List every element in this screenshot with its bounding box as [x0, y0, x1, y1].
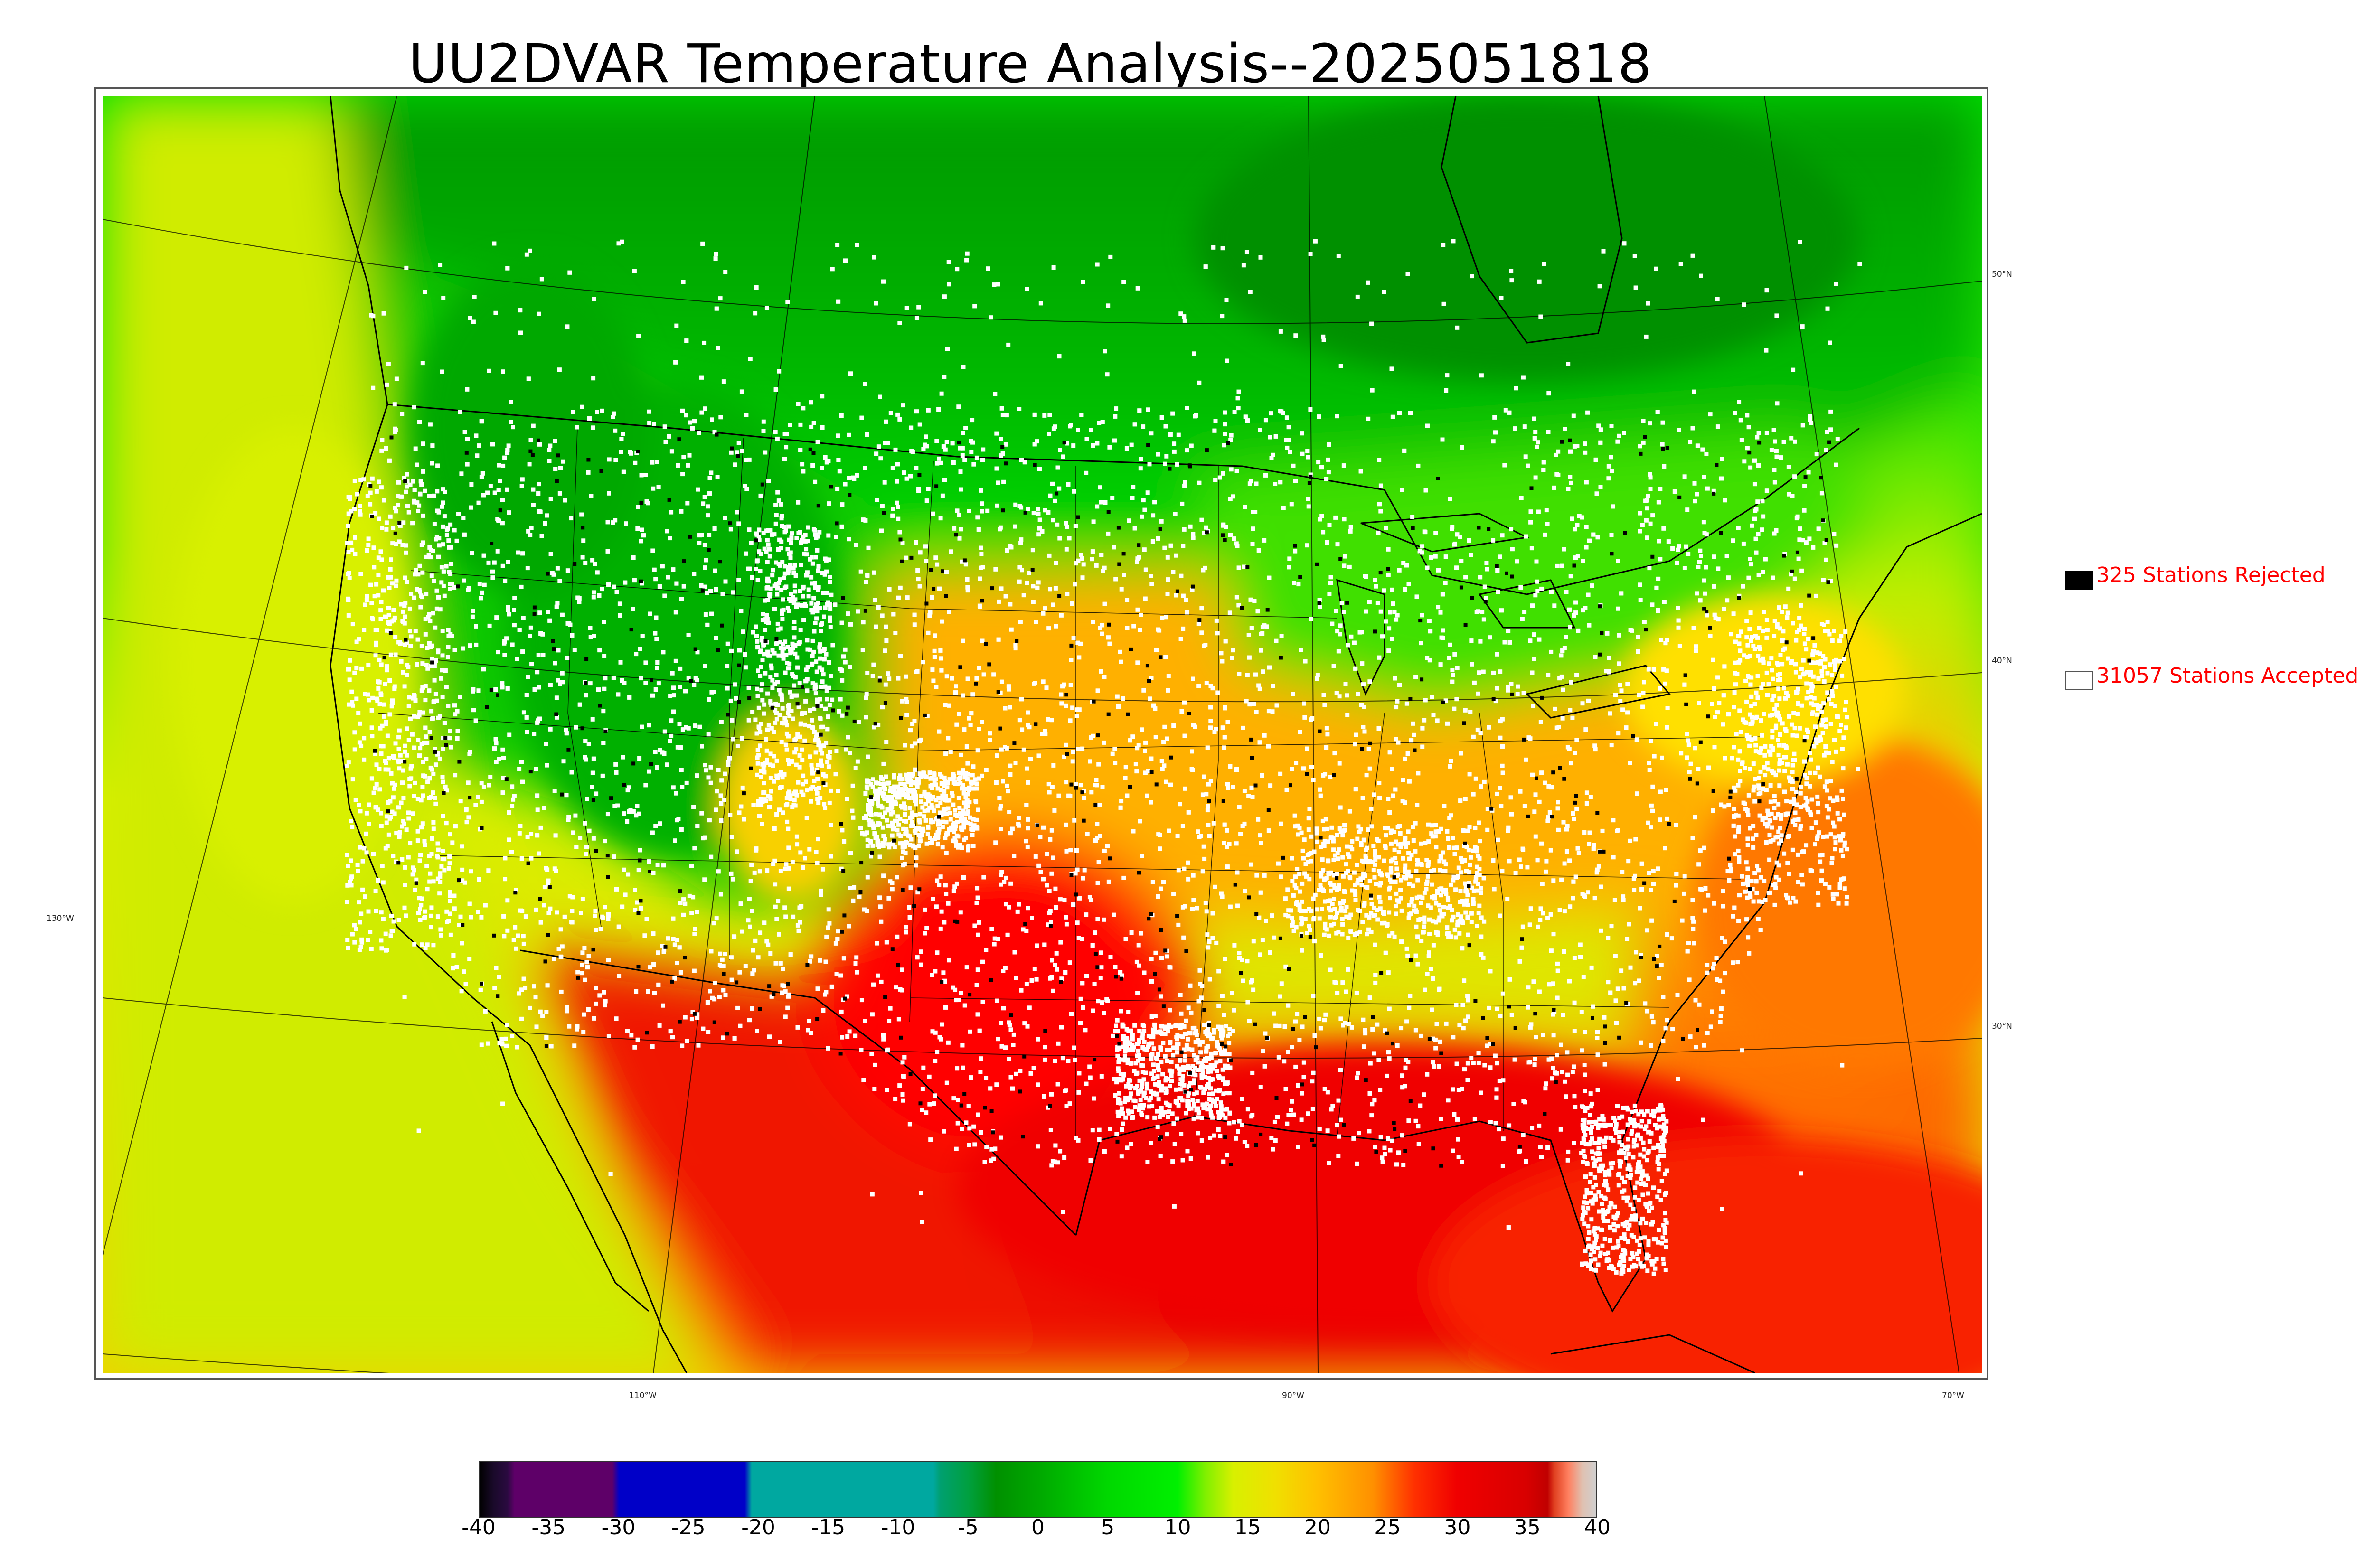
stations-accepted [345, 239, 1862, 1276]
colorbar-tick-label: 5 [1101, 1515, 1115, 1540]
lon-label-70: 70°W [1942, 1391, 1964, 1400]
lon-label-90: 90°W [1282, 1391, 1304, 1400]
colorbar-tick-label: -25 [671, 1515, 706, 1540]
rejected-legend-swatch [2065, 571, 2093, 590]
colorbar-tick-label: -20 [741, 1515, 775, 1540]
coastlines-and-borders [330, 96, 1982, 1373]
colorbar-tick-label: 30 [1444, 1515, 1471, 1540]
colorbar-tick-label: 35 [1514, 1515, 1541, 1540]
lat-label-40: 40°N [1992, 656, 2012, 666]
temperature-field-detail [174, 96, 1982, 1373]
lat-label-30: 30°N [1992, 1022, 2012, 1031]
rejected-legend-label: 325 Stations Rejected [2096, 563, 2326, 587]
temperature-colorbar [479, 1461, 1597, 1518]
colorbar-tick-label: 20 [1304, 1515, 1331, 1540]
colorbar-tick-label: -10 [881, 1515, 915, 1540]
map-frame [94, 87, 1988, 1380]
figure-title: UU2DVAR Temperature Analysis--2025051818 [408, 33, 1652, 95]
lat-label-50: 50°N [1992, 270, 2012, 279]
colorbar-tick-label: -35 [531, 1515, 566, 1540]
colorbar-tick-label: -5 [957, 1515, 979, 1540]
colorbar-tick-label: -15 [811, 1515, 846, 1540]
colorbar-tick-label: -40 [462, 1515, 496, 1540]
stations-rejected [368, 432, 1831, 1168]
accepted-legend-swatch [2065, 671, 2093, 690]
colorbar-tick-label: 40 [1584, 1515, 1611, 1540]
colorbar-tick-label: 15 [1234, 1515, 1261, 1540]
colorbar-tick-label: 0 [1031, 1515, 1045, 1540]
lon-label-130: 130°W [47, 914, 74, 923]
colorbar-tick-label: 10 [1164, 1515, 1191, 1540]
colorbar-tick-label: 25 [1374, 1515, 1401, 1540]
accepted-legend-label: 31057 Stations Accepted [2096, 664, 2359, 688]
temperature-analysis-map [103, 96, 1982, 1373]
colorbar-tick-label: -30 [601, 1515, 636, 1540]
lon-label-110: 110°W [629, 1391, 657, 1400]
